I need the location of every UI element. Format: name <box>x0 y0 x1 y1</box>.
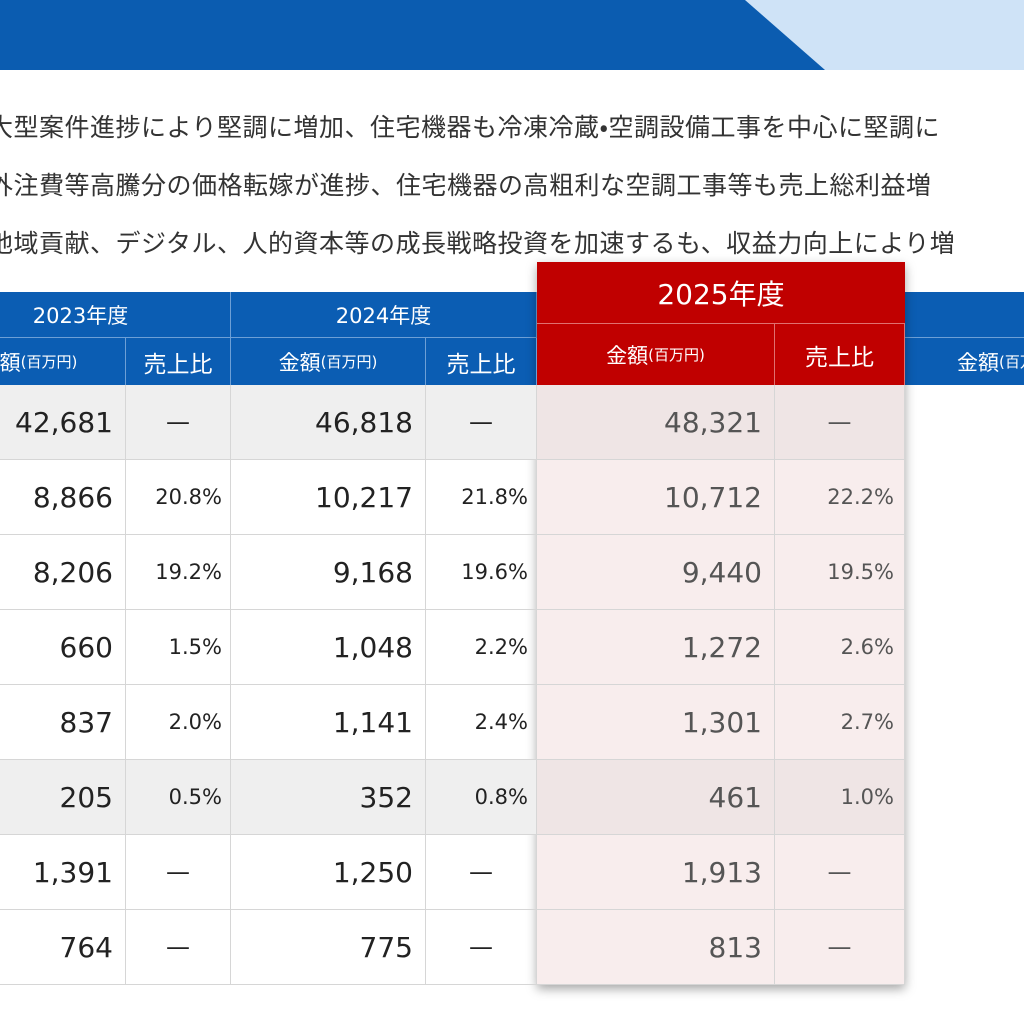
row-line <box>905 909 1024 910</box>
ratio-cell: — <box>426 910 537 985</box>
ratio-cell: 1.0% <box>775 760 905 835</box>
amount-cell: 205 <box>0 760 126 835</box>
header-accent <box>745 0 1024 70</box>
sub-header-unit: (百万円) <box>648 346 705 364</box>
ratio-cell: 2.7% <box>775 685 905 760</box>
ratio-cell: 19.5% <box>775 535 905 610</box>
ratio-cell: 2.4% <box>426 685 537 760</box>
amount-cell: 46,818 <box>231 385 426 460</box>
row-line <box>905 459 1024 460</box>
year-header: 2023年度 <box>0 292 231 338</box>
amount-cell: 352 <box>231 760 426 835</box>
ratio-cell: — <box>126 910 231 985</box>
ratio-cell: — <box>775 385 905 460</box>
sub-header: 売上比 <box>775 324 905 385</box>
row-bg-highlight <box>537 760 905 835</box>
year-header: 2024年度 <box>231 292 537 338</box>
sub-header-ratio: 売上比 <box>446 351 516 378</box>
sub-header-amount: 金額 <box>0 350 21 375</box>
amount-cell: 660 <box>0 610 126 685</box>
intro-line: 外注費等高騰分の価格転嫁が進捗、住宅機器の高粗利な空調工事等も売上総利益増 <box>0 171 932 200</box>
amount-cell: 1,272 <box>537 610 775 685</box>
sub-header: 金額(百万円) <box>537 324 775 385</box>
amount-cell: 1,301 <box>537 685 775 760</box>
ratio-cell: — <box>775 910 905 985</box>
sub-header: 金額(百万円) <box>231 338 426 385</box>
row-bg-highlight <box>537 385 905 460</box>
sub-header-amount: 金額 <box>957 350 999 375</box>
sub-header-amount: 金額 <box>606 343 649 368</box>
ratio-cell: 0.8% <box>426 760 537 835</box>
sub-header: 売上比 <box>126 338 231 385</box>
ratio-cell: 2.2% <box>426 610 537 685</box>
row-line <box>905 534 1024 535</box>
ratio-cell: — <box>775 835 905 910</box>
ratio-cell: 2.0% <box>126 685 231 760</box>
amount-cell: 10,712 <box>537 460 775 535</box>
sub-header-unit: (百万円) <box>320 353 378 371</box>
ratio-cell: 20.8% <box>126 460 231 535</box>
row-line <box>905 759 1024 760</box>
amount-cell: 10,217 <box>231 460 426 535</box>
row-line <box>905 609 1024 610</box>
intro-line: 大型案件進捗により堅調に増加、住宅機器も冷凍冷蔵・空調設備工事を中心に堅調に <box>0 113 941 142</box>
amount-cell: 9,168 <box>231 535 426 610</box>
amount-cell: 1,141 <box>231 685 426 760</box>
year-header-highlight: 2025年度 <box>537 262 905 324</box>
amount-cell: 764 <box>0 910 126 985</box>
amount-cell: 1,048 <box>231 610 426 685</box>
amount-cell: 813 <box>537 910 775 985</box>
row-bg <box>0 385 537 460</box>
amount-cell: 8,206 <box>0 535 126 610</box>
amount-cell: 42,681 <box>0 385 126 460</box>
amount-cell: 9,440 <box>537 535 775 610</box>
sub-header-unit: (百万円) <box>20 353 78 371</box>
ratio-cell: 1.5% <box>126 610 231 685</box>
year-header-blank <box>905 292 1024 338</box>
amount-cell: 1,391 <box>0 835 126 910</box>
ratio-cell: 19.6% <box>426 535 537 610</box>
row-bg <box>0 760 537 835</box>
ratio-cell: — <box>426 385 537 460</box>
ratio-cell: — <box>426 835 537 910</box>
ratio-cell: — <box>126 385 231 460</box>
ratio-cell: 22.2% <box>775 460 905 535</box>
amount-cell: 837 <box>0 685 126 760</box>
sub-header: 金額(百万円) <box>905 338 1024 385</box>
amount-cell: 775 <box>231 910 426 985</box>
ratio-cell: 19.2% <box>126 535 231 610</box>
sub-header: 金額(百万円) <box>0 338 126 385</box>
sub-header-ratio: 売上比 <box>143 351 213 378</box>
amount-cell: 1,913 <box>537 835 775 910</box>
ratio-cell: 2.6% <box>775 610 905 685</box>
sub-header-unit: (百万円) <box>999 353 1024 371</box>
amount-cell: 461 <box>537 760 775 835</box>
intro-line: 地域貢献、デジタル、人的資本等の成長戦略投資を加速するも、収益力向上により増 <box>0 229 956 258</box>
amount-cell: 8,866 <box>0 460 126 535</box>
row-line <box>905 834 1024 835</box>
row-line <box>905 684 1024 685</box>
amount-cell: 48,321 <box>537 385 775 460</box>
row-line <box>905 984 1024 985</box>
sub-header-ratio: 売上比 <box>805 344 874 371</box>
ratio-cell: 0.5% <box>126 760 231 835</box>
sub-header: 売上比 <box>426 338 537 385</box>
amount-cell: 1,250 <box>231 835 426 910</box>
sub-header-amount: 金額 <box>278 350 321 375</box>
ratio-cell: — <box>126 835 231 910</box>
ratio-cell: 21.8% <box>426 460 537 535</box>
